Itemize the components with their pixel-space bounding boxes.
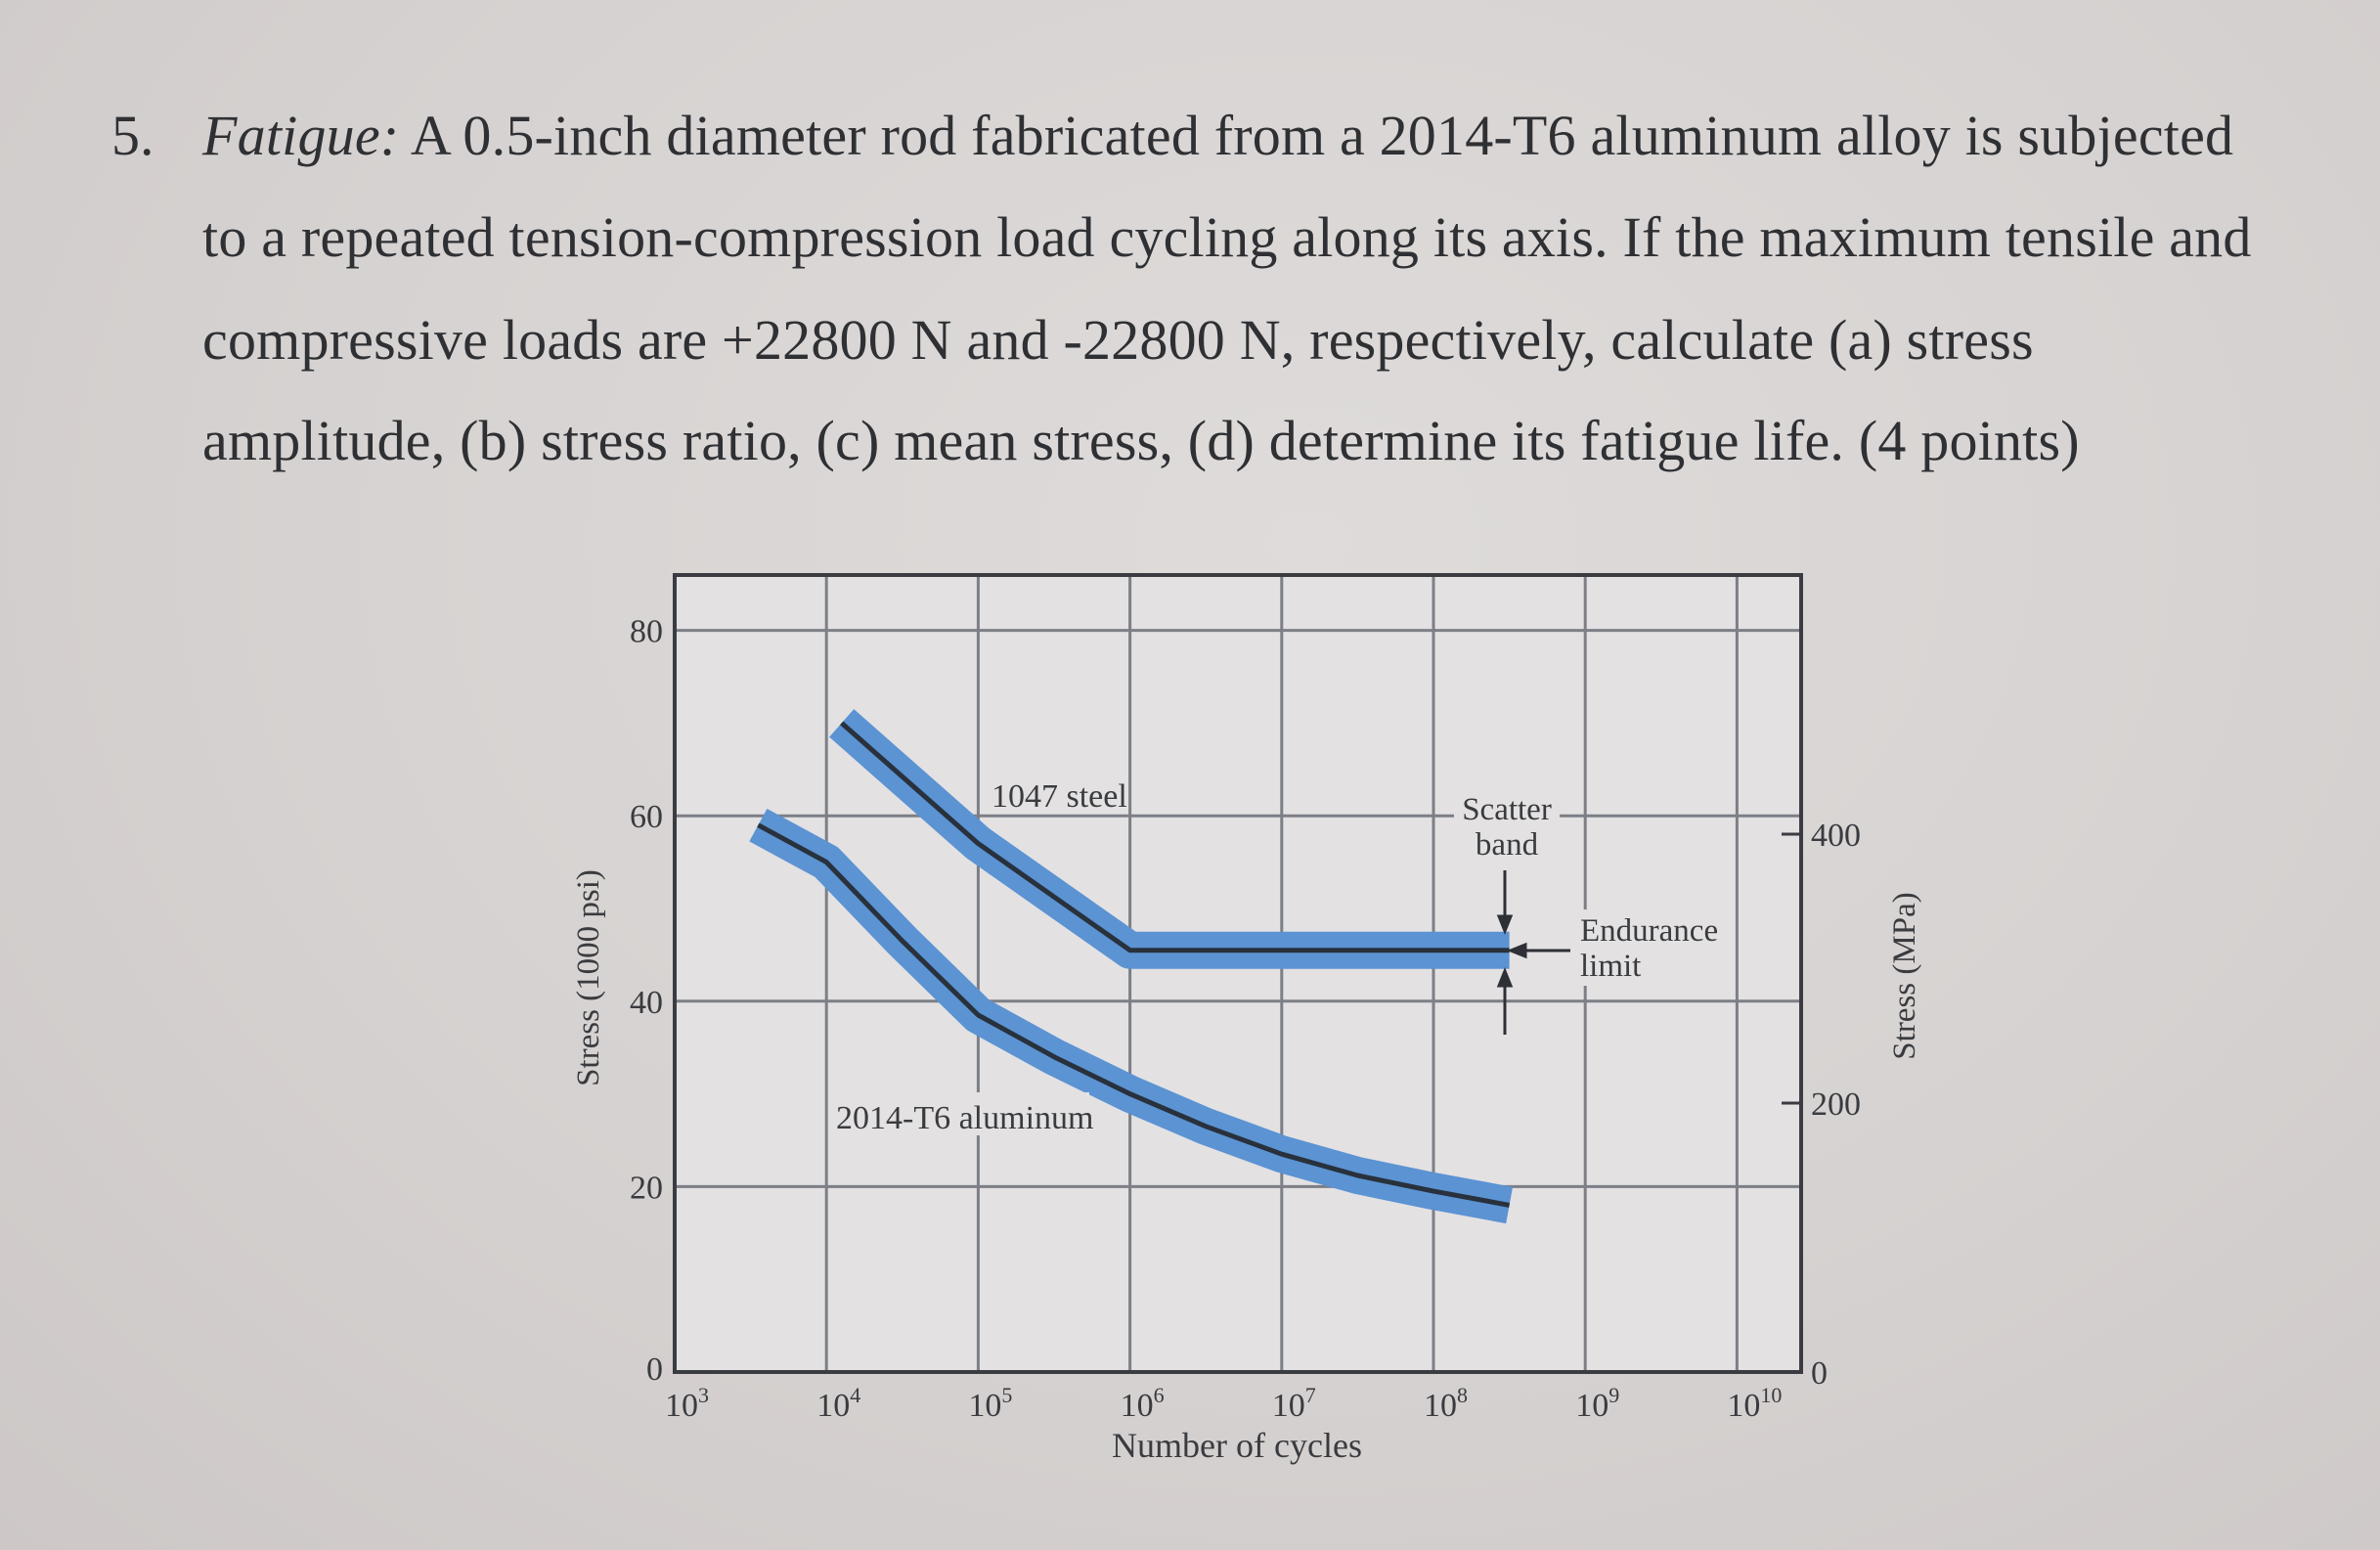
y-tick-label: 0 (646, 1351, 663, 1388)
series-line (757, 822, 1511, 1208)
right-tick-label: 200 (1811, 1086, 1861, 1123)
right-tick-label: 400 (1811, 818, 1861, 854)
endurance-limit-label-1: Endurance (1580, 913, 1718, 949)
series-label-aluminum: 2014-T6 aluminum (836, 1100, 1093, 1136)
x-tick-label: 103 (665, 1383, 709, 1424)
grid-lines (675, 575, 1801, 1372)
x-tick-label: 104 (816, 1383, 860, 1424)
scatter-label-bg (1454, 787, 1560, 856)
x-tick-label: 107 (1272, 1383, 1316, 1424)
endurance-label-bg (1576, 909, 1723, 986)
plot-frame (673, 573, 1803, 1374)
y-axis-title: Stress (1000 psi) (571, 869, 606, 1086)
x-tick-label: 108 (1424, 1383, 1468, 1424)
problem-text-1: A 0.5-inch diameter rod fabricated from … (399, 104, 2234, 167)
x-tick-label: 105 (968, 1383, 1012, 1424)
problem-line-2: to a repeated tension-compression load c… (202, 205, 2252, 269)
scatter-band-arrows (1496, 870, 1570, 1035)
scatter-band-label-1: Scatter (1462, 792, 1552, 827)
data-series (749, 709, 1514, 1224)
x-axis-title: Number of cycles (1112, 1426, 1362, 1465)
x-tick-label: 106 (1121, 1383, 1165, 1424)
y-axis-title-right: Stress (MPa) (1887, 892, 1922, 1059)
right-axis-ticks: 0 200 400 (1782, 818, 1861, 1392)
problem-line-1: Fatigue: A 0.5-inch diameter rod fabrica… (202, 108, 2233, 164)
y-tick-label: 40 (630, 985, 663, 1021)
y-axis-tick-labels: 0 20 40 60 80 (630, 614, 663, 1388)
steel-label-bg (986, 770, 1124, 811)
y-tick-label: 20 (630, 1170, 663, 1206)
problem-number: 5. (111, 104, 154, 167)
x-axis-tick-labels: 103 104 105 106 107 108 109 1010 (665, 1383, 1782, 1424)
scatter-band-label-2: band (1476, 827, 1539, 863)
problem-line-3: compressive loads are +22800 N and -2280… (202, 308, 2034, 372)
x-tick-label: 1010 (1727, 1383, 1782, 1424)
right-tick-label: 0 (1811, 1355, 1828, 1392)
series-line (840, 721, 1510, 953)
aluminum-label-bg (831, 1092, 1089, 1135)
y-tick-label: 60 (630, 799, 663, 835)
problem-line-4: amplitude, (b) stress ratio, (c) mean st… (202, 409, 2080, 472)
series-label-steel: 1047 steel (992, 778, 1127, 815)
problem-lead: Fatigue: (202, 104, 400, 167)
y-tick-label: 80 (630, 614, 663, 650)
x-tick-label: 109 (1575, 1383, 1619, 1424)
endurance-limit-label-2: limit (1580, 949, 1641, 984)
